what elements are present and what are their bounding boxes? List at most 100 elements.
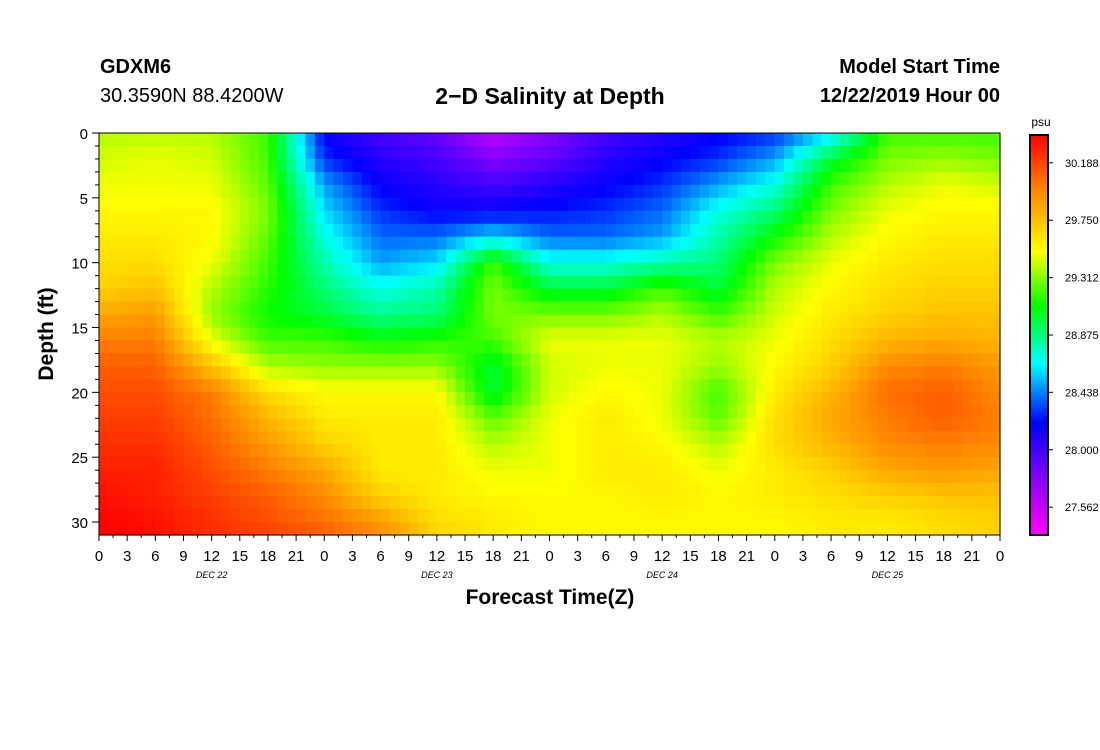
heatmap-cell [906, 457, 917, 471]
heatmap-cell [230, 405, 241, 419]
heatmap-cell [192, 158, 203, 173]
heatmap-cell [784, 340, 795, 355]
heatmap-cell [896, 353, 907, 368]
heatmap-cell [221, 379, 231, 393]
heatmap-cell [493, 133, 504, 147]
heatmap-cell [549, 366, 560, 380]
heatmap-cell [399, 431, 410, 445]
heatmap-cell [314, 483, 325, 497]
heatmap-cell [446, 418, 457, 432]
heatmap-cell [859, 496, 870, 510]
heatmap-cell [164, 133, 175, 147]
heatmap-cell [812, 431, 823, 445]
heatmap-cell [127, 457, 138, 471]
heatmap-cell [239, 314, 250, 329]
heatmap-cell [446, 405, 457, 419]
heatmap-cell [455, 496, 466, 510]
heatmap-cell [418, 145, 429, 160]
heatmap-cell [221, 483, 231, 497]
heatmap-cell [765, 184, 776, 199]
heatmap-cell [549, 405, 560, 419]
heatmap-cell [399, 418, 410, 432]
heatmap-cell [343, 145, 354, 160]
heatmap-cell [239, 522, 250, 536]
heatmap-cell [352, 184, 363, 199]
heatmap-cell [568, 379, 579, 393]
heatmap-cell [643, 470, 654, 484]
heatmap-cell [305, 223, 316, 238]
heatmap-cell [399, 392, 410, 406]
heatmap-cell [427, 236, 438, 251]
heatmap-cell [633, 301, 644, 316]
heatmap-cell [737, 431, 748, 445]
y-tick-label: 25 [71, 450, 88, 467]
heatmap-cell [455, 288, 466, 303]
heatmap-cell [99, 133, 109, 147]
heatmap-cell [812, 145, 823, 160]
heatmap-cell [737, 158, 748, 173]
heatmap-cell [446, 444, 457, 458]
heatmap-cell [849, 210, 860, 225]
heatmap-cell [746, 301, 757, 316]
heatmap-cell [587, 158, 598, 173]
heatmap-cell [877, 392, 888, 406]
heatmap-cell [314, 145, 325, 160]
heatmap-cell [540, 509, 551, 523]
heatmap-cell [418, 288, 429, 303]
heatmap-cell [859, 262, 870, 277]
heatmap-cell [953, 210, 964, 225]
heatmap-cell [511, 249, 522, 264]
heatmap-cell [474, 210, 485, 225]
heatmap-cell [962, 223, 973, 238]
heatmap-cell [868, 392, 879, 406]
heatmap-cell [849, 353, 860, 368]
heatmap-cell [709, 223, 720, 238]
heatmap-cell [831, 184, 842, 199]
heatmap-cell [230, 197, 241, 212]
heatmap-cell [690, 236, 701, 251]
heatmap-cell [540, 314, 551, 329]
heatmap-cell [296, 314, 307, 329]
heatmap-cell [765, 223, 776, 238]
heatmap-cell [821, 522, 832, 536]
heatmap-cell [662, 133, 673, 147]
heatmap-cell [699, 444, 710, 458]
heatmap-cell [352, 353, 363, 368]
heatmap-cell [568, 223, 579, 238]
heatmap-cell [399, 483, 410, 497]
heatmap-cell [418, 249, 429, 264]
heatmap-cell [727, 340, 738, 355]
heatmap-cell [577, 483, 588, 497]
heatmap-cell [821, 431, 832, 445]
heatmap-cell [455, 483, 466, 497]
x-tick-label: 0 [320, 548, 328, 565]
heatmap-cell [465, 197, 476, 212]
heatmap-cell [230, 145, 241, 160]
heatmap-cell [164, 418, 175, 432]
heatmap-cell [755, 340, 766, 355]
heatmap-cell [99, 496, 109, 510]
heatmap-cell [652, 288, 663, 303]
x-tick-label: 15 [682, 548, 699, 565]
heatmap-cell [296, 158, 307, 173]
heatmap-cell [455, 340, 466, 355]
heatmap-cell [652, 249, 663, 264]
heatmap-cell [821, 184, 832, 199]
heatmap-cell [840, 431, 851, 445]
heatmap-cell [896, 314, 907, 329]
heatmap-cell [446, 431, 457, 445]
heatmap-cell [680, 223, 691, 238]
heatmap-cell [662, 509, 673, 523]
heatmap-cell [727, 470, 738, 484]
heatmap-cell [511, 133, 522, 147]
heatmap-cell [127, 379, 138, 393]
heatmap-cell [99, 431, 109, 445]
heatmap-cell [624, 444, 635, 458]
heatmap-cell [108, 470, 119, 484]
heatmap-cell [99, 340, 109, 355]
heatmap-cell [145, 314, 156, 329]
heatmap-cell [99, 366, 109, 380]
heatmap-cell [812, 184, 823, 199]
heatmap-cell [277, 275, 288, 290]
heatmap-cell [389, 301, 400, 316]
